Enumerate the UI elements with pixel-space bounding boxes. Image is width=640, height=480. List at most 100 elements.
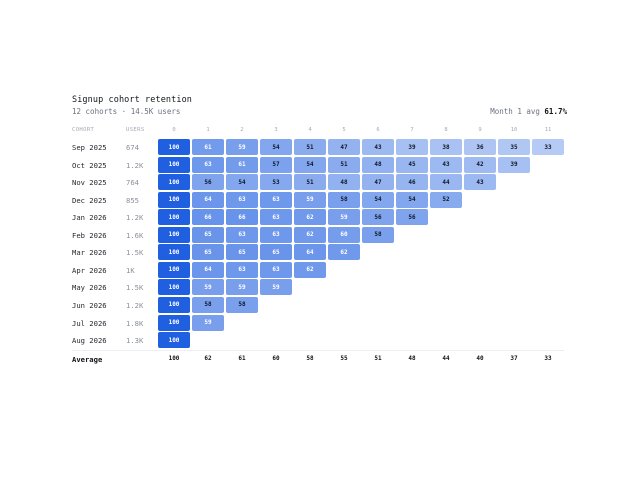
retention-cell: 35 (498, 139, 530, 155)
cohort-label: Sep 2025 (72, 143, 107, 152)
retention-cell: 100 (158, 139, 190, 155)
retention-cell: 100 (158, 261, 190, 278)
retention-cell: 100 (158, 174, 190, 191)
cohort-users: 1.6K (126, 230, 144, 240)
retention-cell: 57 (260, 156, 292, 173)
cohort-label: Dec 2025 (72, 195, 107, 205)
retention-cell: 64 (294, 244, 326, 261)
retention-cell: 51 (294, 139, 326, 155)
month-header: 11 (544, 127, 552, 133)
retention-cell: 62 (294, 226, 326, 243)
average-value: 58 (306, 355, 314, 362)
users-column-header: USERS (126, 127, 145, 133)
retention-cell: 39 (396, 139, 428, 155)
retention-cell: 100 (158, 332, 190, 349)
retention-cell: 63 (226, 226, 258, 243)
retention-cell: 58 (226, 296, 258, 313)
retention-cell: 64 (192, 261, 224, 278)
retention-cell: 100 (158, 191, 190, 208)
retention-cell: 56 (192, 174, 224, 191)
cohort-label: Aug 2026 (72, 336, 107, 346)
retention-cell: 47 (362, 174, 394, 191)
retention-cell: 63 (192, 156, 224, 173)
average-value: 61 (238, 355, 246, 362)
retention-cell: 66 (226, 209, 258, 226)
retention-cell: 43 (362, 139, 394, 155)
retention-cell: 59 (192, 279, 224, 296)
retention-cell: 48 (328, 174, 360, 191)
retention-cell: 62 (328, 244, 360, 261)
retention-cell: 60 (328, 226, 360, 243)
retention-cell: 43 (464, 174, 496, 191)
month-header: 1 (206, 127, 210, 133)
average-value: 100 (168, 355, 180, 362)
retention-cell: 62 (294, 261, 326, 278)
cohort-label: Mar 2026 (72, 248, 107, 258)
retention-cell: 100 (158, 314, 190, 331)
retention-cell: 65 (192, 226, 224, 243)
cohort-label: Oct 2025 (72, 160, 107, 170)
retention-cell: 100 (158, 226, 190, 243)
average-value: 37 (510, 355, 518, 362)
chart-subtitle: 12 cohorts · 14.5K users (72, 107, 181, 116)
retention-cell: 59 (294, 191, 326, 208)
retention-cell: 56 (362, 209, 394, 226)
retention-cell: 65 (260, 244, 292, 261)
cohort-label: Feb 2026 (72, 230, 107, 240)
average-value: 55 (340, 355, 348, 362)
retention-cell: 48 (362, 156, 394, 173)
average-value: 44 (442, 355, 450, 362)
cohort-label: Nov 2025 (72, 178, 107, 188)
retention-cell: 58 (362, 226, 394, 243)
retention-cell: 59 (226, 139, 258, 155)
retention-cell: 58 (328, 191, 360, 208)
retention-cell: 63 (260, 261, 292, 278)
cohort-label: Jul 2026 (72, 318, 107, 328)
retention-cell: 51 (328, 156, 360, 173)
retention-cell: 54 (294, 156, 326, 173)
cohort-users: 1.2K (126, 160, 144, 170)
retention-cell: 38 (430, 139, 462, 155)
retention-cell: 52 (430, 191, 462, 208)
retention-cell: 100 (158, 244, 190, 261)
month-header: 0 (172, 127, 176, 133)
retention-cell: 42 (464, 156, 496, 173)
retention-cell: 63 (226, 261, 258, 278)
cohort-users: 1.5K (126, 248, 144, 258)
cohort-label: Jun 2026 (72, 300, 107, 310)
retention-cell: 36 (464, 139, 496, 155)
cohort-users: 1.8K (126, 318, 144, 328)
retention-cell: 59 (192, 314, 224, 331)
retention-cell: 66 (192, 209, 224, 226)
average-divider (72, 350, 564, 351)
month-header: 9 (478, 127, 482, 133)
retention-cell: 65 (192, 244, 224, 261)
cohort-column-header: COHORT (72, 127, 95, 133)
retention-cell: 47 (328, 139, 360, 155)
chart-title: Signup cohort retention (72, 95, 193, 105)
retention-cell: 63 (226, 191, 258, 208)
month1-average-stat: Month 1 avg 61.7% (490, 107, 567, 116)
cohort-label: Jan 2026 (72, 213, 107, 223)
month-header: 7 (410, 127, 414, 133)
retention-cell: 54 (362, 191, 394, 208)
month-header: 10 (510, 127, 518, 133)
retention-cell: 59 (226, 279, 258, 296)
retention-cell: 43 (430, 156, 462, 173)
retention-cell: 33 (532, 139, 564, 155)
average-value: 60 (272, 355, 280, 362)
month1-average-label: Month 1 avg (490, 107, 540, 116)
month-header: 5 (342, 127, 346, 133)
cohort-users: 1.2K (126, 213, 144, 223)
cohort-users: 1.5K (126, 283, 144, 293)
cohort-users: 1.2K (126, 300, 144, 310)
retention-cell: 100 (158, 296, 190, 313)
retention-cell: 61 (192, 139, 224, 155)
average-row-label: Average (72, 355, 103, 364)
month-header: 4 (308, 127, 312, 133)
retention-cell: 46 (396, 174, 428, 191)
average-value: 33 (544, 355, 552, 362)
retention-cell: 59 (328, 209, 360, 226)
month-header: 6 (376, 127, 380, 133)
cohort-users: 764 (126, 178, 139, 188)
